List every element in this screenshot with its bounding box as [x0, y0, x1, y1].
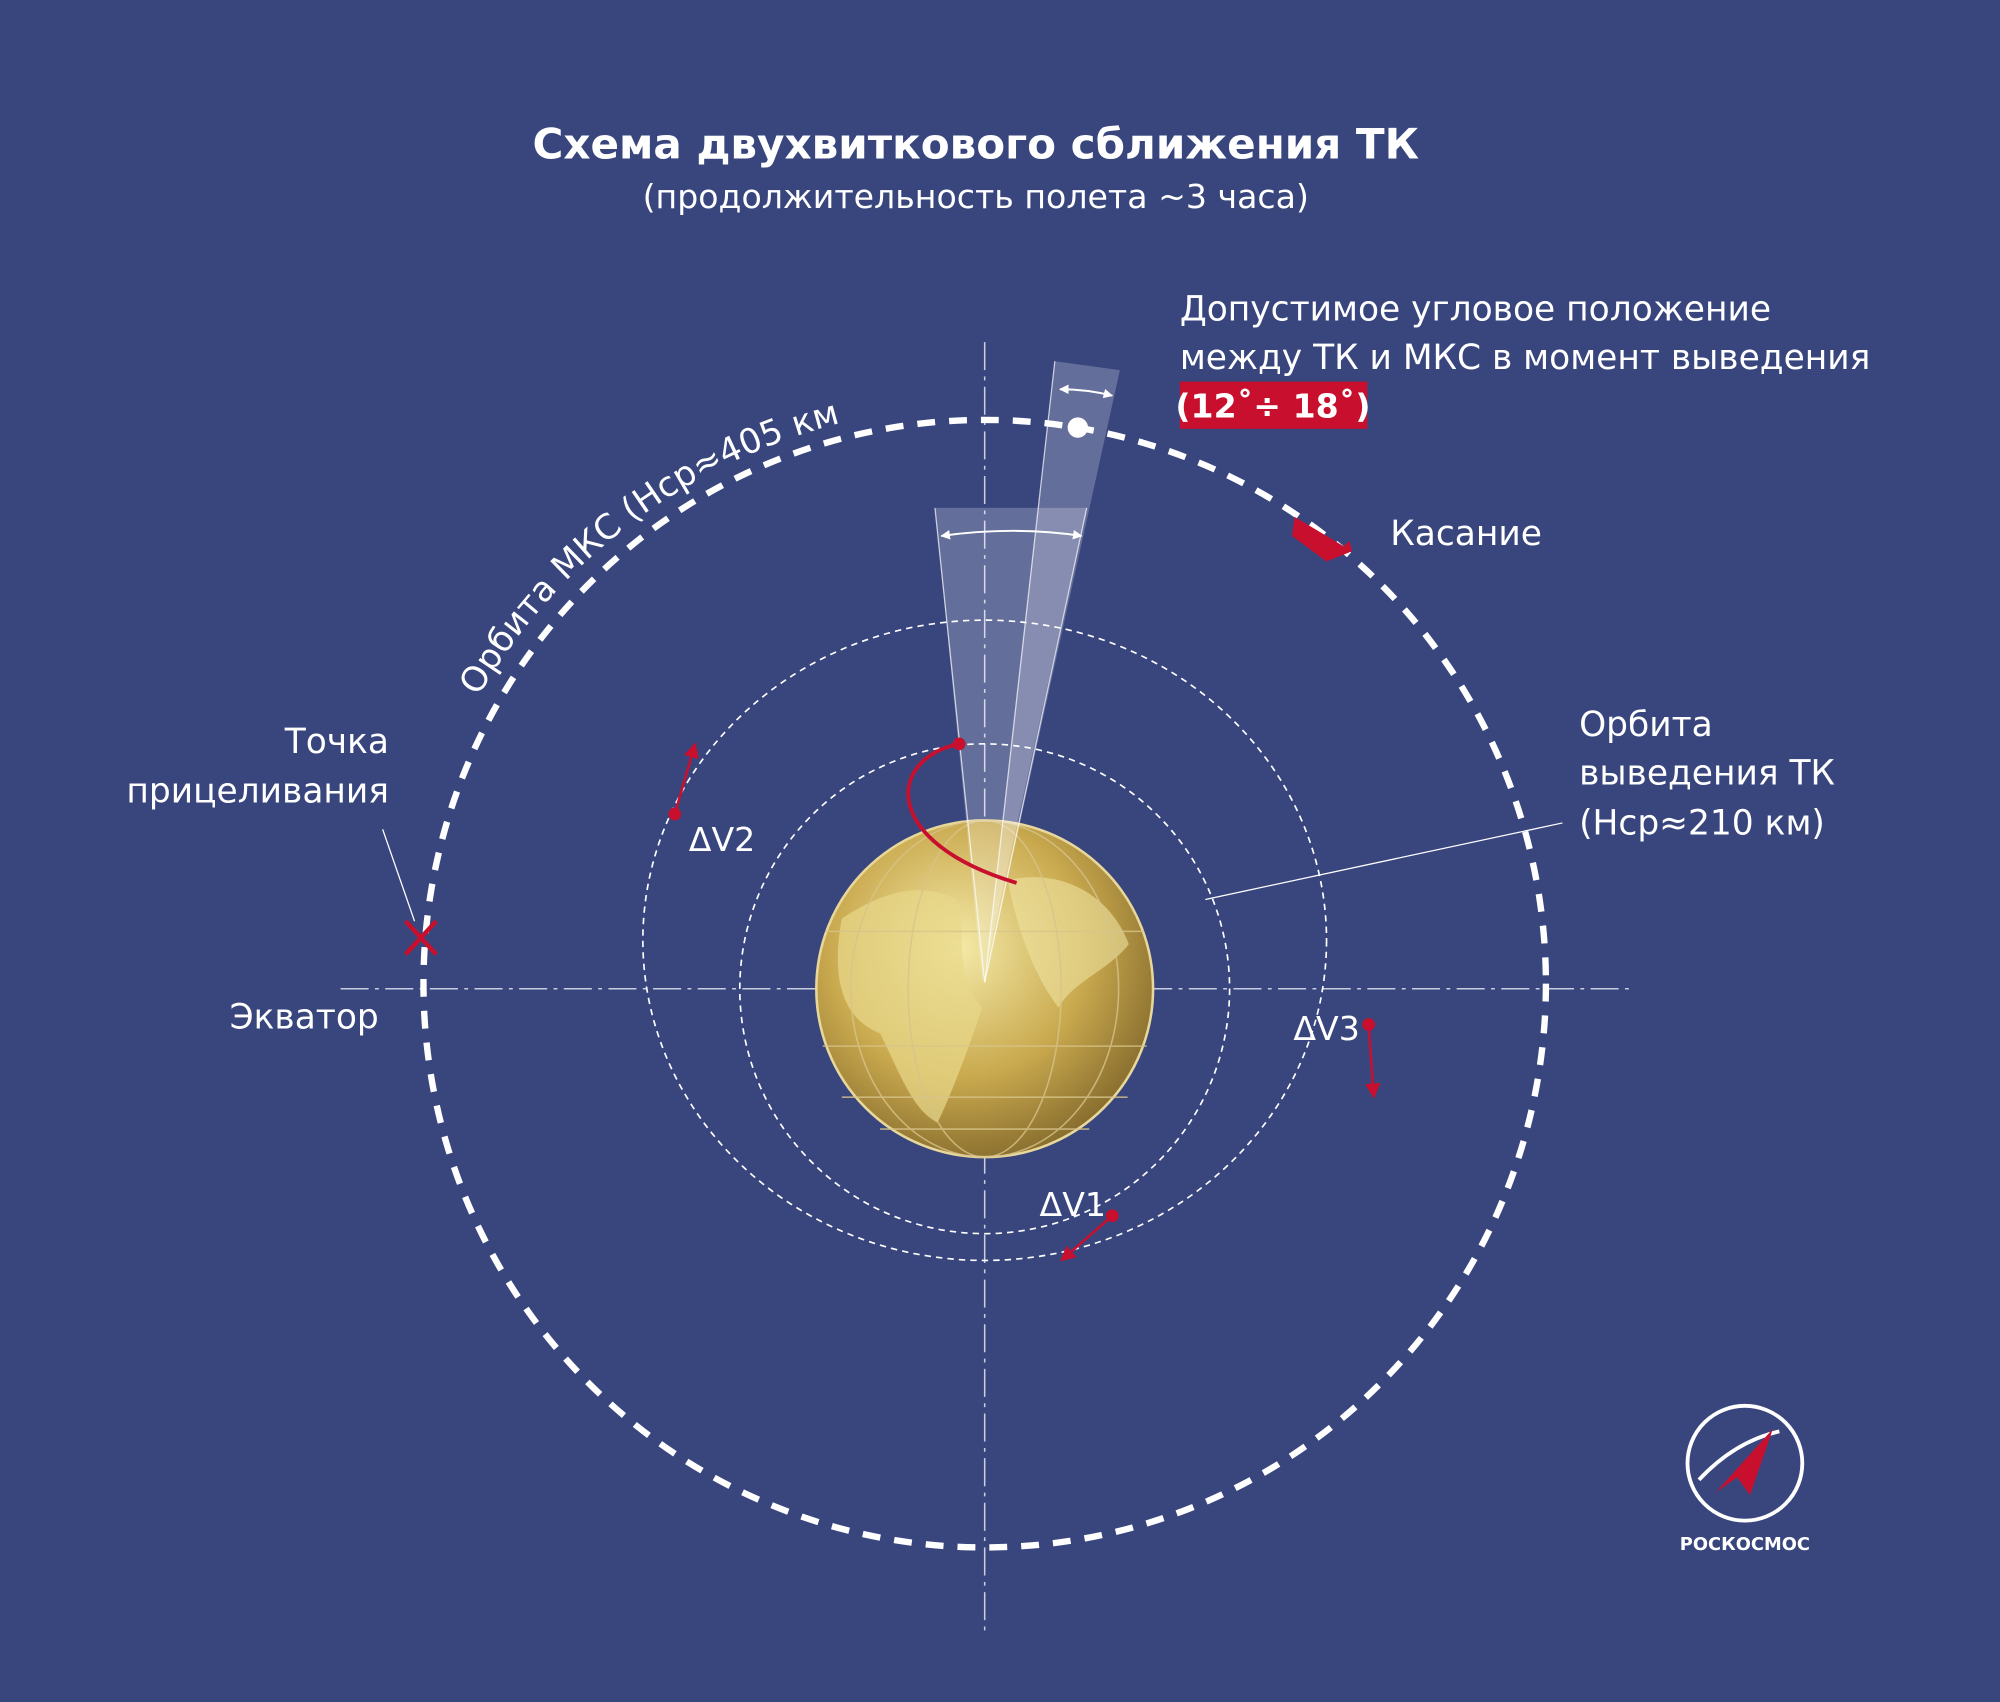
angle-range: (12˚÷ 18˚) — [1175, 386, 1370, 425]
leader-line — [1205, 822, 1563, 901]
inner-orbit — [738, 743, 1231, 1235]
leader-line — [382, 829, 416, 922]
dv1-label: ΔV1 — [1040, 1185, 1106, 1224]
iss-orbit — [420, 416, 1550, 1551]
dv2-point — [668, 807, 682, 821]
subtitle: (продолжительность полета ~3 часа) — [643, 177, 1309, 216]
aim-point-marker — [403, 919, 438, 956]
angle-note: Допустимое угловое положение — [1180, 289, 1771, 329]
ascent-trajectory — [906, 741, 1018, 885]
insertion-point — [952, 737, 966, 751]
angle-arrow — [1058, 384, 1114, 399]
dv2-arrow — [673, 742, 699, 815]
roscosmos-logo: РОСКОСМОС — [1680, 1403, 1810, 1555]
aim-point-label: Точка — [284, 722, 389, 762]
insertion-orbit-label: Орбита — [1579, 705, 1713, 745]
logo-text: РОСКОСМОС — [1680, 1534, 1810, 1555]
angle-arrow — [940, 529, 1083, 540]
wedge-edge — [984, 361, 1056, 983]
contact-label: Касание — [1390, 514, 1542, 554]
iss-position — [1067, 417, 1089, 438]
dv3-label: ΔV3 — [1293, 1009, 1359, 1048]
aim-point-label: прицеливания — [126, 772, 389, 812]
dv1-point — [1105, 1209, 1119, 1223]
title: Схема двухвиткового сближения ТК — [532, 119, 1419, 168]
angle-range-box — [1179, 381, 1368, 429]
insertion-orbit — [642, 619, 1328, 1262]
dv2-label: ΔV2 — [689, 820, 755, 859]
contact-marker — [1292, 514, 1353, 562]
insertion-orbit-label: выведения ТК — [1579, 754, 1835, 794]
equator-label: Экватор — [230, 997, 379, 1037]
dv3-arrow — [1365, 1024, 1381, 1099]
angle-note: между ТК и МКС в момент выведения — [1180, 338, 1871, 378]
wedge-edge — [984, 507, 1088, 983]
earth — [815, 819, 1155, 1159]
dv3-point — [1362, 1018, 1375, 1031]
dv1-arrow — [1060, 1214, 1114, 1262]
insertion-orbit-label: (Нср≈210 км) — [1579, 803, 1825, 843]
